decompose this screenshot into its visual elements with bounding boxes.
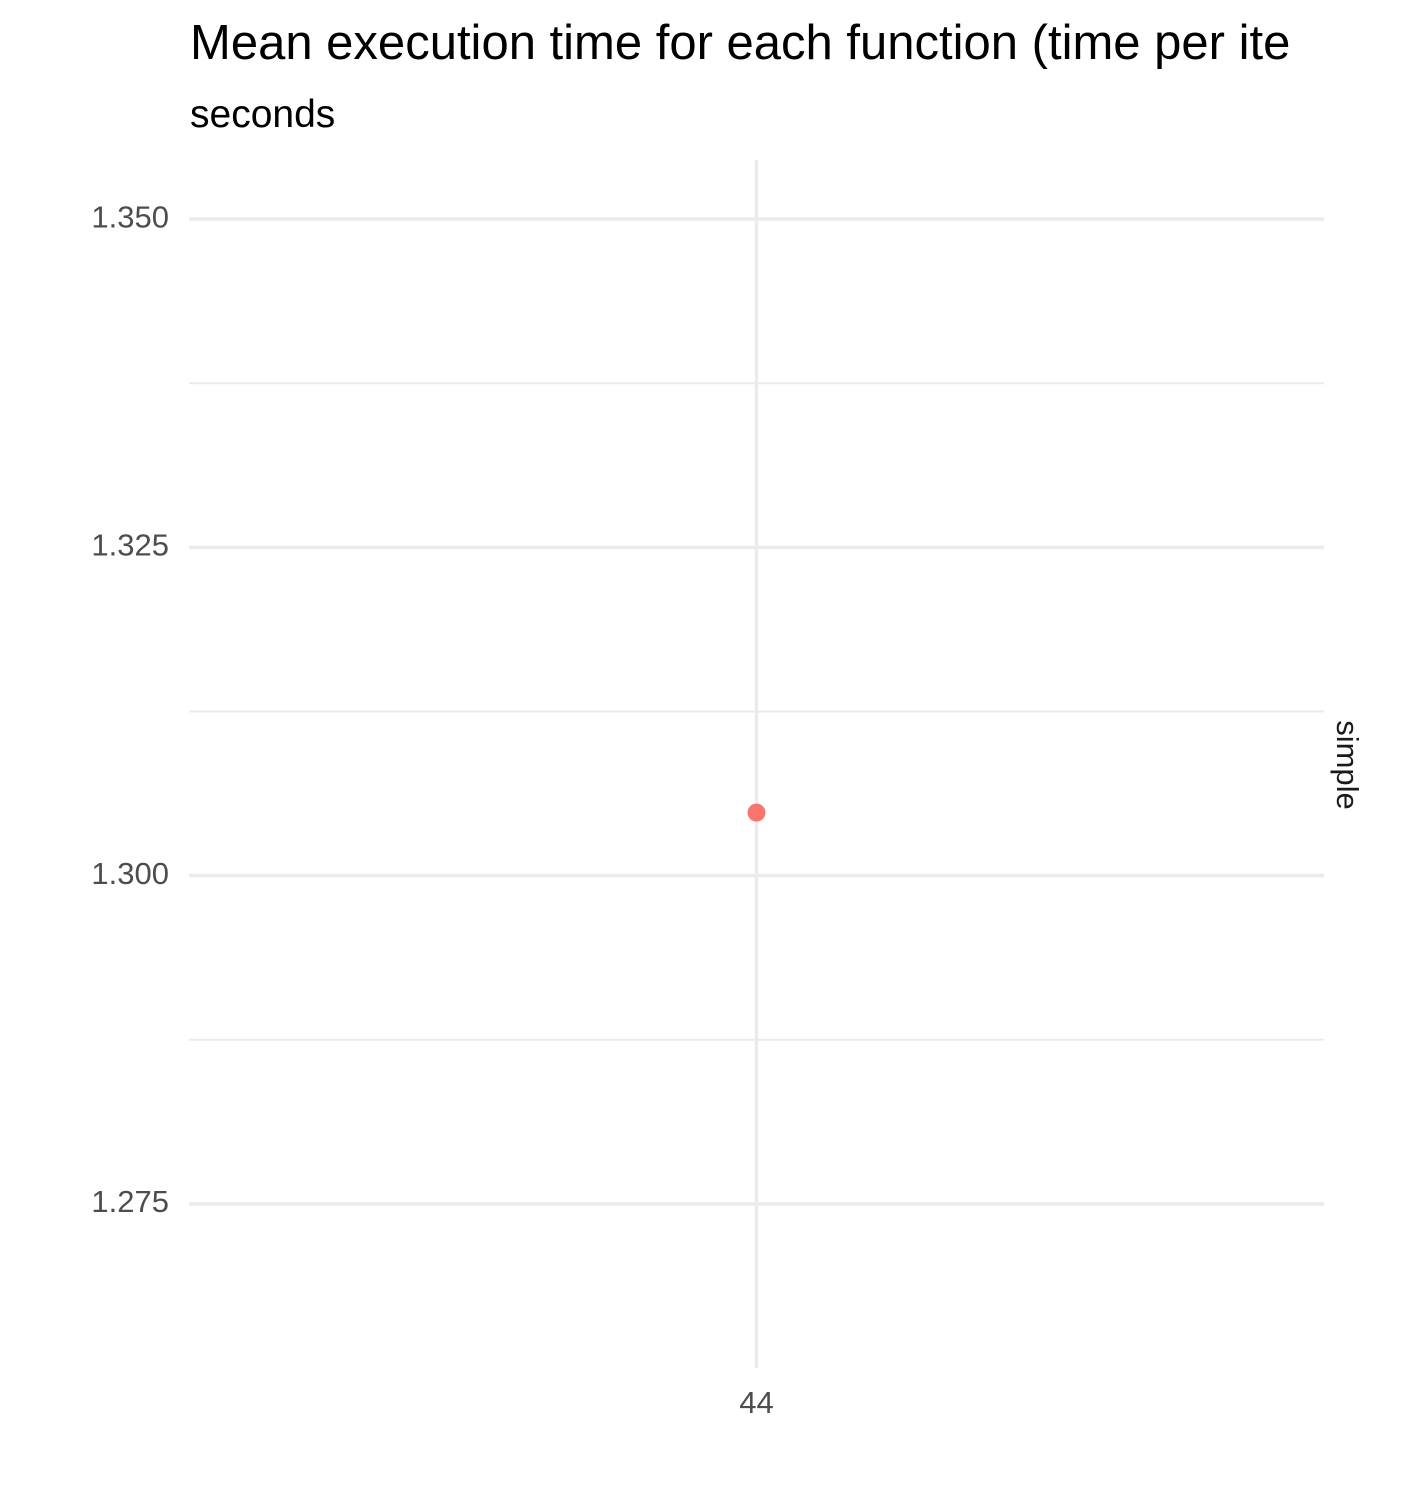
y-tick-label: 1.275 bbox=[91, 1184, 169, 1219]
y-axis-ticks: 1.275 1.300 1.325 1.350 bbox=[91, 199, 169, 1219]
y-tick-label: 1.300 bbox=[91, 856, 169, 891]
major-gridlines bbox=[189, 160, 1324, 1368]
x-tick-label: 44 bbox=[739, 1385, 773, 1420]
facet-strip-label: simple bbox=[1330, 720, 1365, 810]
chart-subtitle: seconds bbox=[190, 93, 336, 136]
y-tick-label: 1.325 bbox=[91, 528, 169, 563]
chart-title: Mean execution time for each function (t… bbox=[190, 16, 1291, 70]
data-points bbox=[747, 803, 766, 822]
data-point bbox=[747, 803, 766, 822]
x-axis-ticks: 44 bbox=[739, 1385, 773, 1420]
y-tick-label: 1.350 bbox=[91, 199, 169, 234]
